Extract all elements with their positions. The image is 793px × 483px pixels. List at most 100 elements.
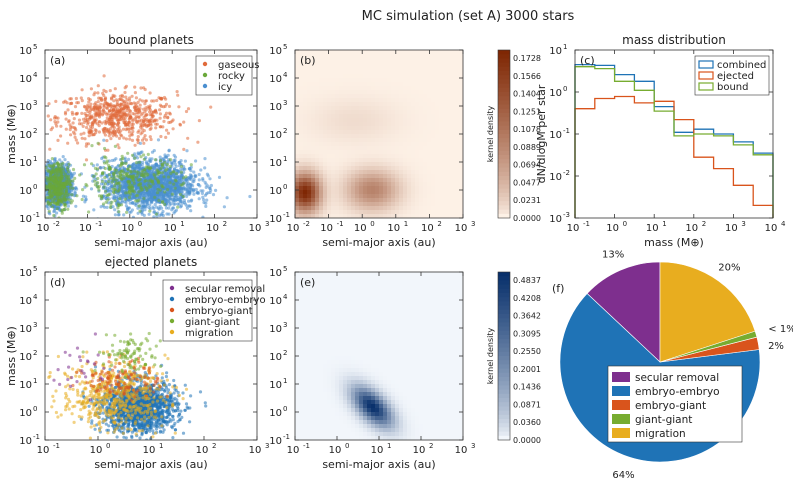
data-point-rocky: [64, 198, 68, 202]
data-point-rocky: [47, 192, 51, 196]
heatmap-cell: [407, 102, 412, 107]
heatmap-cell: [423, 50, 428, 55]
data-point-icy: [46, 159, 50, 163]
data-point-rocky: [174, 172, 179, 176]
data-point-gaseous: [134, 102, 138, 106]
heatmap-cell: [299, 82, 304, 87]
y-tick-exponent: 0: [33, 183, 37, 191]
heatmap-cell: [311, 106, 316, 111]
data-point-gaseous: [80, 111, 84, 115]
heatmap-cell: [363, 74, 368, 79]
heatmap-cell: [359, 94, 364, 99]
heatmap-cell: [339, 82, 344, 87]
heatmap-cell: [319, 106, 324, 111]
data-point-icy: [130, 208, 134, 212]
heatmap-cell: [363, 94, 368, 99]
data-point-gaseous: [118, 105, 122, 109]
heatmap-cell: [335, 58, 340, 63]
heatmap-cell: [399, 86, 404, 91]
heatmap-cell: [339, 74, 344, 79]
data-point-rocky: [134, 194, 138, 198]
heatmap-cell: [359, 90, 364, 95]
data-point-rocky: [50, 190, 54, 194]
heatmap-cell: [391, 62, 396, 67]
data-point-icy: [179, 199, 183, 204]
data-point-gaseous: [99, 102, 103, 106]
heatmap-cell: [455, 94, 460, 99]
heatmap-cell: [379, 70, 384, 75]
data-point-rocky: [143, 185, 147, 189]
data-point-rocky: [127, 182, 131, 186]
data-point-gaseous: [197, 119, 201, 123]
data-point-gaseous: [68, 97, 72, 101]
data-point-icy: [181, 187, 186, 191]
data-point-rocky: [178, 192, 183, 197]
heatmap-cell: [355, 58, 360, 63]
heatmap-cell: [295, 82, 300, 87]
heatmap-cell: [327, 90, 332, 95]
data-point-gaseous: [90, 129, 94, 133]
data-point-icy: [185, 194, 189, 198]
data-point-gaseous: [80, 99, 84, 103]
data-point-icy: [105, 205, 109, 209]
heatmap-cell: [371, 98, 376, 103]
heatmap-cell: [443, 70, 448, 75]
heatmap-cell: [351, 106, 356, 111]
data-point-rocky: [136, 178, 140, 182]
data-point-icy: [144, 160, 149, 164]
y-tick-label: 10: [19, 130, 32, 141]
data-point-gaseous: [106, 148, 110, 152]
heatmap-cell: [367, 94, 372, 99]
data-point-icy: [185, 206, 189, 210]
heatmap-cell: [387, 66, 392, 71]
data-point-gaseous: [72, 117, 76, 121]
heatmap-cell: [371, 70, 376, 75]
data-point-gaseous: [127, 98, 132, 102]
heatmap-cell: [319, 58, 324, 63]
heatmap-cell: [391, 78, 396, 83]
data-point-rocky: [52, 164, 56, 168]
heatmap-cell: [319, 62, 324, 67]
heatmap-cell: [331, 70, 336, 75]
heatmap-cell: [339, 86, 344, 91]
data-point-rocky: [81, 188, 85, 192]
heatmap-cell: [371, 78, 376, 83]
data-point-gaseous: [112, 105, 117, 109]
data-point-icy: [203, 166, 207, 170]
data-point-rocky: [80, 197, 84, 202]
heatmap-cell: [331, 82, 336, 87]
data-point-gaseous: [119, 102, 123, 106]
heatmap-cell: [359, 86, 364, 91]
data-point-gaseous: [76, 141, 80, 145]
data-point-gaseous: [12, 101, 15, 104]
data-point-icy: [211, 193, 216, 197]
heatmap-cell: [395, 98, 400, 103]
y-axis-label: mass (M⊕): [5, 104, 18, 164]
heatmap-cell: [447, 82, 452, 87]
legend-label: icy: [218, 82, 232, 93]
data-point-rocky: [92, 174, 96, 178]
heatmap-cell: [419, 82, 424, 87]
data-point-gaseous: [133, 118, 137, 122]
data-point-rocky: [189, 163, 193, 167]
data-point-rocky: [95, 167, 100, 171]
heatmap-cell: [383, 90, 388, 95]
heatmap-cell: [447, 78, 452, 83]
heatmap-cell: [427, 82, 432, 87]
data-point-rocky: [142, 157, 146, 161]
heatmap-cell: [403, 94, 408, 99]
heatmap-cell: [383, 94, 388, 99]
heatmap-cell: [455, 78, 460, 83]
heatmap-cell: [391, 74, 396, 79]
heatmap-cell: [387, 62, 392, 67]
heatmap-cell: [391, 90, 396, 95]
heatmap-cell: [451, 78, 456, 83]
data-point-icy: [184, 192, 188, 196]
heatmap-cell: [319, 90, 324, 95]
data-point-icy: [127, 206, 131, 210]
heatmap-cell: [395, 94, 400, 99]
heatmap-cell: [411, 74, 416, 79]
data-point-rocky: [129, 170, 133, 174]
heatmap-cell: [439, 50, 444, 55]
heatmap-cell: [303, 98, 308, 103]
